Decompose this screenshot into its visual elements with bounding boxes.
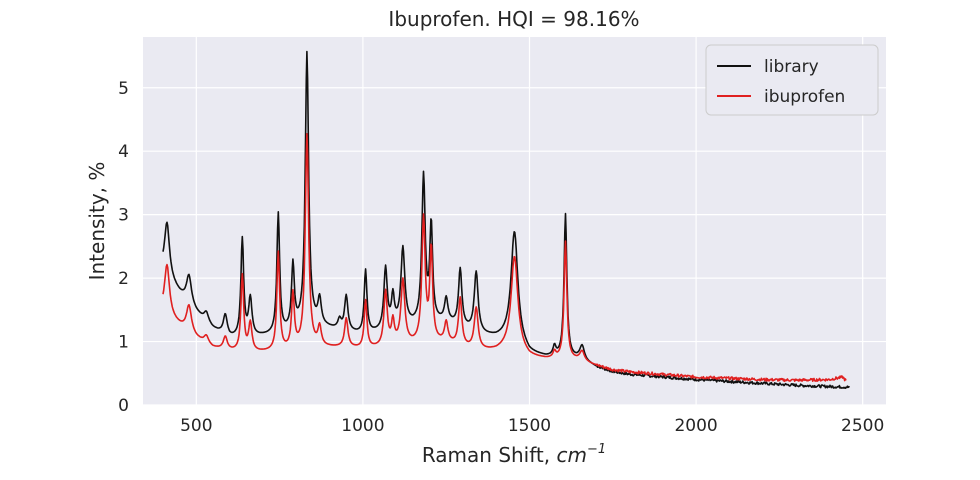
chart-title: Ibuprofen. HQI = 98.16% xyxy=(388,7,639,31)
x-axis-label: Raman Shift, cm−1 xyxy=(422,442,606,467)
y-tick-label: 4 xyxy=(118,142,129,162)
x-tick-label: 2000 xyxy=(674,416,717,436)
series-lines xyxy=(162,50,850,389)
x-axis-label-text: Raman Shift, xyxy=(422,443,557,467)
x-axis-ticks: 500 1000 1500 2000 2500 xyxy=(180,416,884,436)
x-axis-label-exponent: −1 xyxy=(587,442,606,457)
legend-label-ibuprofen: ibuprofen xyxy=(764,87,845,107)
legend-box xyxy=(705,44,879,116)
y-tick-label: 0 xyxy=(118,396,129,416)
y-tick-label: 5 xyxy=(118,79,129,99)
legend-label-library: library xyxy=(764,57,819,77)
x-tick-label: 1000 xyxy=(341,416,384,436)
y-axis-label: Intensity, % xyxy=(85,162,109,281)
x-axis-label-unit: cm xyxy=(557,443,587,467)
x-tick-label: 500 xyxy=(180,416,212,436)
series-line-library xyxy=(162,50,850,389)
y-tick-label: 3 xyxy=(118,206,129,226)
y-tick-label: 2 xyxy=(118,269,129,289)
y-tick-label: 1 xyxy=(118,333,129,353)
series-line-ibuprofen xyxy=(162,133,847,383)
legend: library ibuprofen xyxy=(705,44,879,116)
x-tick-label: 1500 xyxy=(508,416,551,436)
x-tick-label: 2500 xyxy=(841,416,884,436)
y-axis-ticks: 0 1 2 3 4 5 xyxy=(118,79,129,416)
